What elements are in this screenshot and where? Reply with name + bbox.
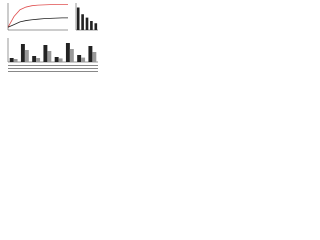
bar	[65, 43, 70, 62]
table-row	[8, 65, 98, 66]
bar	[9, 58, 14, 62]
bar	[13, 59, 18, 62]
bar	[88, 46, 93, 62]
table-row	[8, 71, 98, 72]
bar	[76, 7, 80, 30]
line	[7, 17, 68, 28]
bar	[36, 58, 41, 62]
table-row	[8, 68, 98, 69]
bar	[24, 50, 29, 62]
bar	[77, 55, 82, 62]
bar	[54, 57, 59, 62]
bar	[69, 49, 74, 62]
bar	[81, 14, 84, 30]
bar	[81, 57, 86, 62]
line	[7, 3, 68, 28]
bar	[85, 17, 89, 30]
bar	[94, 23, 98, 30]
bar	[20, 44, 25, 62]
bar	[58, 58, 63, 62]
condition-table	[8, 65, 98, 72]
bar	[32, 56, 37, 62]
bar	[43, 45, 48, 62]
bar	[92, 52, 97, 62]
figure	[7, 3, 98, 72]
page: (() => { const data = JSON.parse(documen…	[0, 0, 320, 74]
bar	[90, 21, 93, 30]
bar	[47, 51, 52, 62]
